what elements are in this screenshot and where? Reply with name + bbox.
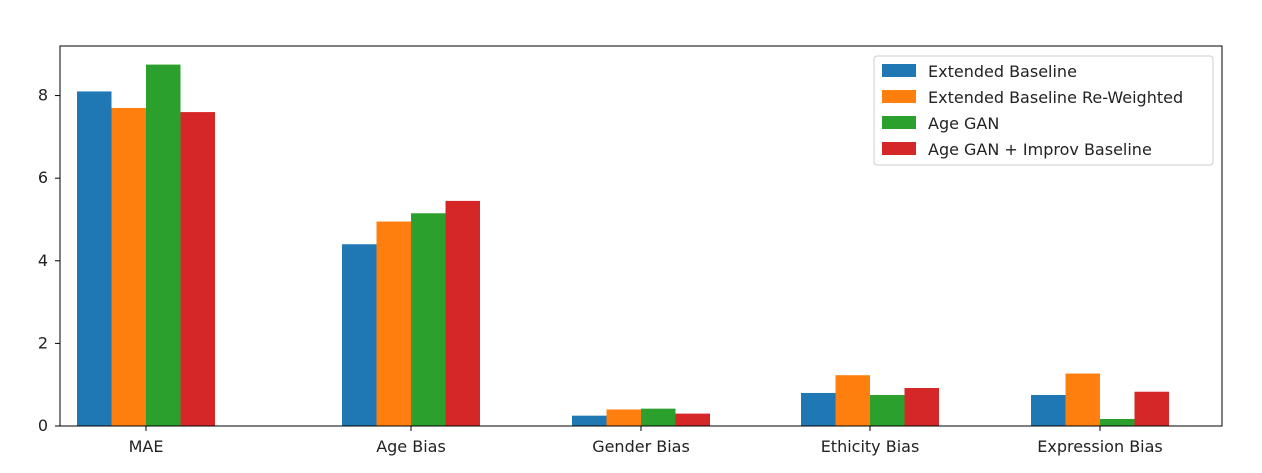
bar-3-3: [641, 408, 676, 426]
bar-1-5: [1031, 395, 1066, 426]
bar-3-2: [411, 213, 446, 426]
bar-2-5: [1065, 373, 1100, 426]
y-axis: 0 2 4 6 8: [38, 86, 60, 435]
y-tick-label: 0: [38, 416, 48, 435]
bar-2-3: [606, 409, 641, 426]
bar-4-5: [1134, 391, 1169, 426]
y-tick-label: 4: [38, 251, 48, 270]
bar-3-4: [870, 395, 905, 426]
legend: Extended Baseline Extended Baseline Re-We…: [873, 55, 1214, 166]
bar-2-4: [835, 375, 870, 426]
bar-1-3: [572, 415, 607, 426]
bar-4-4: [904, 388, 939, 426]
y-tick-label: 8: [38, 86, 48, 105]
legend-label: Extended Baseline Re-Weighted: [928, 88, 1183, 107]
legend-label: Extended Baseline: [928, 62, 1077, 81]
x-tick-label: Expression Bias: [1037, 437, 1163, 456]
y-tick-label: 2: [38, 333, 48, 352]
x-axis: MAE Age Bias Gender Bias Ethicity Bias Expre…: [129, 426, 1163, 456]
bar-4-1: [180, 112, 215, 426]
legend-swatch: [882, 116, 916, 129]
x-tick-label: Gender Bias: [592, 437, 690, 456]
x-tick-label: MAE: [129, 437, 164, 456]
legend-swatch: [882, 90, 916, 103]
bar-3-1: [146, 64, 181, 426]
legend-swatch: [882, 64, 916, 77]
bar-4-2: [445, 200, 480, 426]
bar-1-2: [342, 244, 377, 426]
bar-1-4: [801, 392, 836, 426]
bar-4-3: [675, 413, 710, 426]
legend-box: [873, 55, 1214, 166]
x-tick-label: Ethicity Bias: [821, 437, 920, 456]
x-tick-label: Age Bias: [376, 437, 446, 456]
legend-swatch: [882, 142, 916, 155]
bar-3-5: [1100, 418, 1135, 426]
bar-1-1: [77, 91, 112, 427]
bars-layer: [77, 64, 1169, 427]
bar-2-1: [111, 107, 146, 427]
bar-2-2: [376, 221, 411, 426]
legend-label: Age GAN: [928, 114, 999, 133]
legend-label: Age GAN + Improv Baseline: [928, 140, 1152, 159]
y-tick-label: 6: [38, 168, 48, 187]
